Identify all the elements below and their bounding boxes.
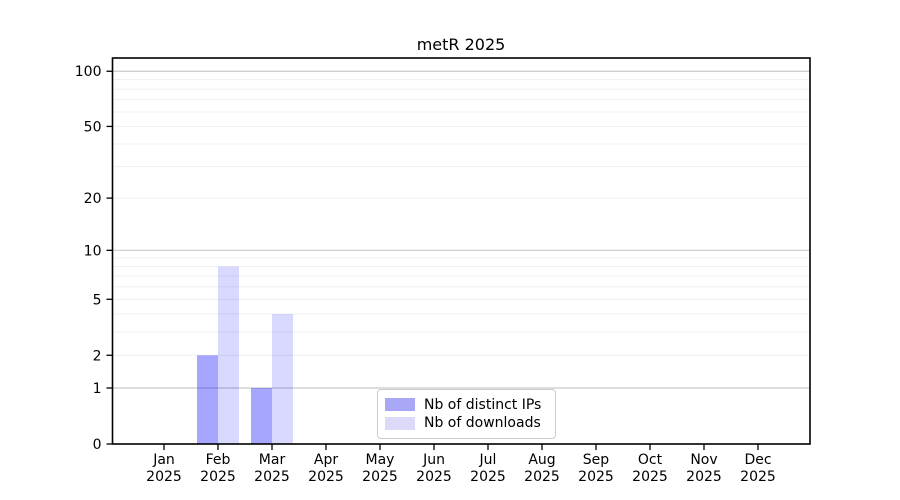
x-tick-label-year: 2025: [362, 469, 398, 485]
legend: Nb of distinct IPs Nb of downloads: [377, 389, 556, 439]
x-tick-label-year: 2025: [308, 469, 344, 485]
y-tick-label: 10: [84, 243, 102, 259]
y-tick-label: 0: [93, 437, 102, 453]
x-tick-label-month: Sep: [583, 452, 610, 468]
x-tick-label-year: 2025: [740, 469, 776, 485]
legend-label-downloads: Nb of downloads: [424, 415, 541, 432]
x-tick-label-month: Jul: [479, 452, 497, 468]
x-tick-label-year: 2025: [632, 469, 668, 485]
x-tick-label-month: Jan: [152, 452, 175, 468]
x-tick-label-month: Oct: [638, 452, 663, 468]
y-tick-label: 20: [84, 191, 102, 207]
x-tick-label-month: May: [366, 452, 395, 468]
bar-downloads-mar: [272, 314, 293, 444]
x-tick-label-month: Feb: [206, 452, 231, 468]
y-tick-label: 5: [93, 292, 102, 308]
bar-distinct-ips-mar: [251, 388, 272, 444]
bar-downloads-feb: [218, 266, 239, 444]
bar-distinct-ips-feb: [197, 355, 218, 444]
x-tick-label-year: 2025: [578, 469, 614, 485]
y-tick-label: 2: [93, 348, 102, 364]
axes-border: [111, 57, 811, 445]
legend-item-downloads: Nb of downloads: [385, 416, 547, 430]
x-tick-label-year: 2025: [470, 469, 506, 485]
x-tick-label-year: 2025: [200, 469, 236, 485]
x-tick-label-month: Jun: [422, 452, 445, 468]
legend-label-distinct-ips: Nb of distinct IPs: [424, 396, 542, 413]
x-tick-label-year: 2025: [146, 469, 182, 485]
y-tick-label: 100: [75, 64, 102, 80]
x-tick-label-year: 2025: [254, 469, 290, 485]
y-tick-label: 1: [93, 381, 102, 397]
x-tick-label-month: Nov: [690, 452, 717, 468]
x-tick-label-year: 2025: [686, 469, 722, 485]
chart-title: metR 2025: [416, 35, 506, 54]
x-tick-label-month: Dec: [744, 452, 771, 468]
legend-swatch-distinct-ips: [385, 398, 415, 412]
legend-item-distinct-ips: Nb of distinct IPs: [385, 398, 547, 412]
legend-swatch-downloads: [385, 416, 415, 430]
x-tick-label-month: Aug: [528, 452, 555, 468]
x-tick-label-month: Apr: [314, 452, 338, 468]
y-tick-label: 50: [84, 119, 102, 135]
x-tick-label-month: Mar: [259, 452, 286, 468]
x-tick-label-year: 2025: [416, 469, 452, 485]
x-tick-label-year: 2025: [524, 469, 560, 485]
